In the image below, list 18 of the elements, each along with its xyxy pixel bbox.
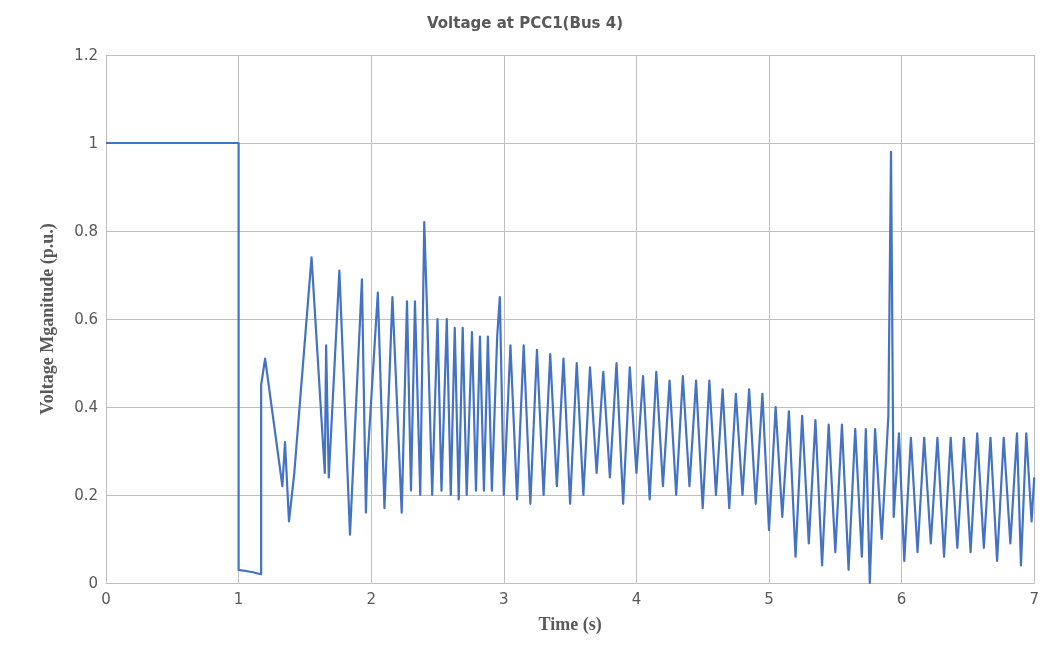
y-tick-label: 0.4 bbox=[74, 398, 98, 416]
y-tick-label: 0 bbox=[88, 574, 98, 592]
y-tick-label: 0.8 bbox=[74, 222, 98, 240]
x-tick-label: 2 bbox=[366, 589, 376, 608]
x-tick-label: 6 bbox=[896, 589, 907, 608]
x-tick-label: 1 bbox=[233, 589, 244, 608]
y-tick-label: 1 bbox=[88, 134, 98, 152]
chart-title: Voltage at PCC1(Bus 4) bbox=[426, 13, 624, 32]
x-tick-label: 7 bbox=[1029, 589, 1039, 608]
y-tick-label: 0.2 bbox=[74, 486, 98, 504]
y-tick-label: 0.6 bbox=[74, 310, 98, 328]
y-tick-label: 1.2 bbox=[74, 46, 98, 64]
x-axis-title: Time (s) bbox=[538, 614, 602, 635]
x-tick-label: 3 bbox=[499, 589, 509, 608]
y-axis-title: Voltage Mganitude (p.u.) bbox=[37, 223, 58, 415]
x-tick-label: 4 bbox=[631, 589, 642, 608]
x-tick-label: 5 bbox=[764, 589, 774, 608]
x-tick-label: 0 bbox=[101, 589, 111, 608]
